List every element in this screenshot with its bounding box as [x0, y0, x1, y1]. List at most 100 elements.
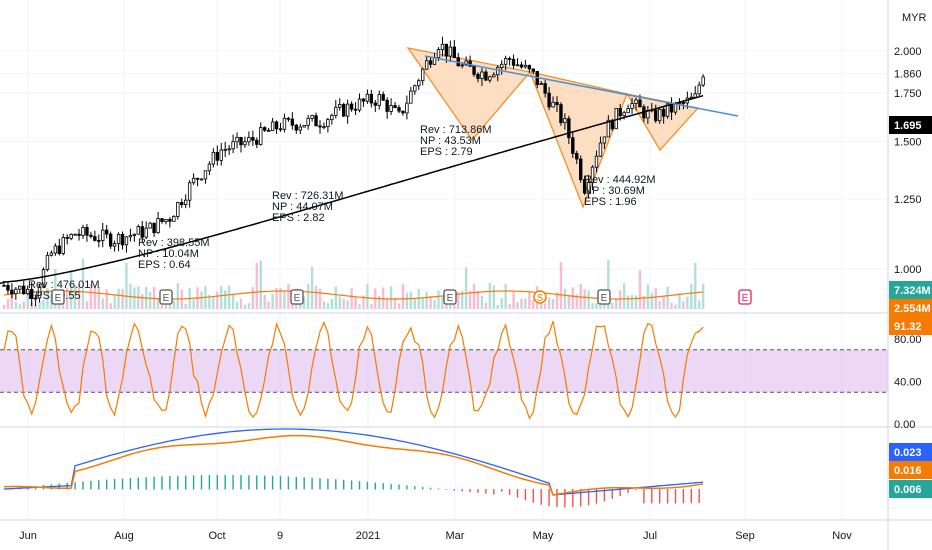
volume-bar: [287, 284, 290, 309]
volume-bar: [638, 270, 642, 309]
candle-body: [152, 222, 156, 234]
signal-badge: 0.016: [894, 465, 922, 477]
volume-bar: [314, 285, 318, 309]
candle-body: [211, 151, 216, 165]
volume-bar: [626, 295, 630, 309]
histogram-bar: [453, 489, 455, 491]
histogram-bar: [501, 489, 503, 492]
volume-bar: [607, 260, 610, 309]
histogram-bar: [445, 489, 448, 490]
candle-body: [195, 177, 200, 180]
histogram-bar: [524, 489, 527, 501]
volume-bar: [701, 283, 705, 309]
histogram-bar: [208, 475, 211, 490]
candle-body: [594, 155, 599, 168]
histogram-bar: [106, 479, 108, 490]
histogram-bar: [216, 475, 218, 490]
earnings-label-line: Rev : 476.01M: [28, 279, 100, 291]
volume-bar: [46, 288, 49, 309]
candle-body: [191, 177, 196, 184]
earnings-marker: [443, 289, 457, 305]
volume-bar: [350, 288, 353, 309]
histogram-bar: [82, 481, 84, 490]
volume-bar: [54, 268, 57, 309]
macd-pane: [3, 428, 704, 508]
candle-body: [444, 43, 449, 57]
histogram-bar: [295, 476, 297, 490]
histogram-bar: [303, 477, 305, 490]
volume-bar: [164, 303, 168, 309]
candle-body: [661, 108, 666, 117]
volume-bar: [105, 289, 108, 309]
volume-bar: [231, 294, 235, 309]
histogram-bar: [587, 489, 590, 506]
volume-bar: [409, 291, 413, 309]
earnings-marker: [597, 289, 611, 305]
trend-line: [424, 55, 739, 117]
time-tick-label: May: [533, 530, 554, 542]
candle-body: [6, 285, 10, 291]
volume-bar: [654, 287, 657, 309]
stochastic-badge-bg: [889, 317, 932, 335]
event-marker-label: E: [742, 293, 749, 304]
volume-bar: [500, 297, 503, 309]
candle-body: [270, 121, 275, 132]
candle-body: [322, 126, 326, 129]
candle-body: [606, 119, 611, 138]
candle-body: [448, 46, 453, 57]
candle-body: [499, 63, 504, 68]
stochastic-pane: [0, 320, 888, 420]
candle-body: [286, 117, 291, 120]
histogram-bar: [358, 481, 361, 490]
candle-body: [112, 243, 117, 247]
candle-body: [397, 107, 401, 112]
histogram-bar: [422, 486, 424, 490]
candle-body: [654, 109, 658, 122]
volume-bar: [571, 287, 574, 309]
volume-bar: [603, 301, 606, 309]
volume-bar: [77, 283, 81, 309]
volume-bar: [413, 298, 416, 309]
event-marker-label: E: [601, 293, 608, 304]
volume-bar: [370, 304, 373, 309]
histogram-bar: [350, 480, 353, 490]
candle-body: [452, 46, 456, 59]
candle-body: [136, 226, 140, 235]
volume-bar: [283, 290, 286, 309]
histogram-bar: [343, 479, 345, 490]
volume-bar: [97, 287, 100, 309]
candle-body: [492, 74, 496, 78]
volume-bar: [338, 296, 341, 309]
candle-body: [219, 149, 223, 161]
candle-body: [658, 108, 662, 122]
candle-body: [515, 64, 520, 67]
candle-body: [259, 127, 263, 145]
earnings-label-line: Rev : 726.31M: [272, 190, 344, 202]
histogram-bar: [366, 481, 369, 490]
histogram-bar: [572, 489, 574, 508]
histogram-bar: [611, 489, 613, 499]
candle-body: [168, 219, 172, 222]
volume-ma-badge: 2.554M: [894, 303, 931, 315]
histogram-bar: [437, 488, 440, 490]
histogram-bar: [113, 479, 116, 490]
volume-bar: [405, 292, 409, 309]
histogram-bar: [90, 480, 92, 490]
histogram-bar: [635, 489, 637, 490]
candle-body: [326, 119, 330, 128]
candle-body: [472, 65, 476, 75]
candle-body: [33, 297, 38, 300]
candle-body: [278, 128, 283, 131]
candle-body: [81, 227, 85, 236]
volume-bar: [468, 290, 472, 309]
volume-bar: [85, 301, 89, 309]
histogram-bar: [121, 478, 124, 490]
time-tick-label: 2021: [356, 530, 380, 542]
earnings-marker: [51, 289, 65, 305]
candle-body: [701, 76, 705, 86]
volume-bar: [141, 293, 144, 309]
candle-body: [349, 103, 354, 110]
candle-body: [559, 104, 563, 124]
